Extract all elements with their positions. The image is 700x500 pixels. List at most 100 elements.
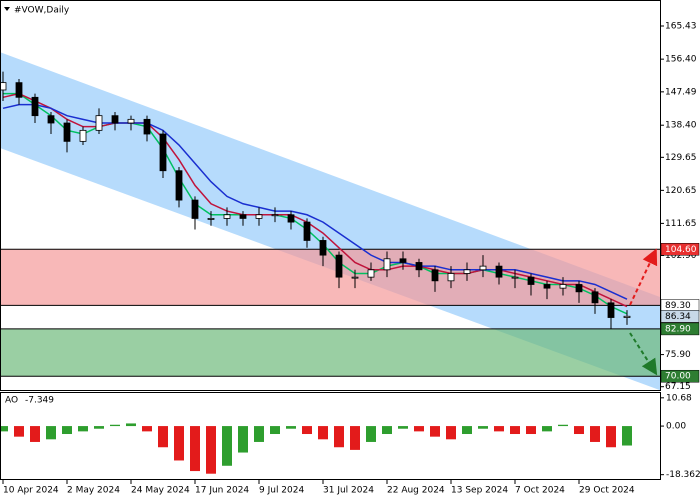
- ao-title: AO: [5, 396, 18, 406]
- candle-body: [175, 170, 183, 201]
- candle-body: [47, 115, 55, 124]
- ao-bar: [190, 426, 200, 472]
- up-arrow: [629, 248, 658, 306]
- ao-bar: [110, 424, 120, 427]
- candle-body: [287, 214, 295, 223]
- candle-body: [431, 269, 439, 282]
- candle-body: [63, 122, 71, 142]
- candle-body: [239, 214, 247, 219]
- candle-body: [191, 199, 199, 219]
- ao-bar: [0, 426, 8, 432]
- ao-bar: [46, 426, 56, 440]
- y-tick-label: 156.40: [665, 55, 697, 65]
- menu-icon[interactable]: [4, 7, 10, 11]
- candle-body: [463, 269, 471, 274]
- candle-body: [159, 133, 167, 172]
- y-tick-label: 75.90: [665, 350, 691, 360]
- ao-bar: [350, 426, 360, 450]
- ao-bar: [430, 426, 440, 437]
- y-tick-label: 120.65: [665, 186, 697, 196]
- candle-body: [95, 115, 103, 131]
- ao-bar: [126, 423, 136, 427]
- ao-bar: [366, 426, 376, 442]
- y-tick-label: 111.65: [665, 219, 697, 229]
- ao-bar: [622, 426, 632, 446]
- candle-body: [495, 265, 503, 278]
- chart-title: #VOW,Daily: [14, 6, 70, 16]
- candle-body: [271, 214, 279, 217]
- y-tick-label: 129.65: [665, 153, 697, 163]
- x-tick-label: 2 May 2024: [67, 486, 120, 496]
- ao-bar: [590, 426, 600, 442]
- moving-average: [2, 103, 628, 300]
- x-tick-label: 10 Apr 2024: [3, 486, 59, 496]
- ao-bar: [574, 426, 584, 435]
- ao-bar: [270, 426, 280, 435]
- overlay: [629, 248, 658, 376]
- ao-bar: [174, 426, 184, 461]
- ao-bar: [158, 426, 168, 448]
- y-tick-label: 147.49: [665, 87, 697, 97]
- candle-body: [607, 302, 615, 318]
- ao-bar: [446, 426, 456, 440]
- x-tick-label: 24 May 2024: [131, 486, 190, 496]
- y-tick-label: 0.00: [666, 422, 686, 432]
- ao-value: -7.349: [25, 396, 54, 406]
- ao-bar: [302, 426, 312, 435]
- price-pane: [0, 52, 660, 390]
- candle-body: [143, 118, 151, 135]
- candle-body: [447, 273, 455, 282]
- candle-body: [527, 276, 535, 285]
- candle-body: [367, 269, 375, 278]
- candle-body: [223, 214, 231, 219]
- candle-body: [591, 291, 599, 304]
- ao-bar: [206, 426, 216, 474]
- price-label: 86.34: [665, 312, 691, 322]
- ao-bar: [606, 426, 616, 448]
- ao-bar: [526, 426, 536, 435]
- candle-body: [255, 214, 263, 219]
- price-label: 104.60: [665, 245, 697, 255]
- candle-body: [351, 276, 359, 279]
- ao-bar: [238, 426, 248, 453]
- y-tick-label: 138.40: [665, 121, 697, 131]
- ao-bar: [542, 426, 552, 432]
- x-tick-label: 7 Oct 2024: [515, 486, 565, 496]
- ao-bar: [62, 426, 72, 435]
- candle-body: [399, 258, 407, 263]
- price-label: 70.00: [665, 372, 691, 382]
- ao-bar: [334, 426, 344, 448]
- ao-bar: [142, 426, 152, 432]
- candle-body: [335, 254, 343, 278]
- ao-bar: [414, 426, 424, 432]
- ao-bar: [398, 426, 408, 429]
- ao-bar: [510, 426, 520, 435]
- y-tick-label: 102.90: [665, 251, 697, 261]
- candle-body: [511, 276, 519, 279]
- x-tick-label: 9 Jul 2024: [259, 486, 304, 496]
- candle-body: [0, 82, 7, 91]
- candle-body: [415, 262, 423, 271]
- ao-frame: [0, 392, 661, 480]
- candle-body: [543, 284, 551, 289]
- ao-bar: [382, 426, 392, 435]
- x-tick-label: 22 Aug 2024: [387, 486, 445, 496]
- price-zone: [0, 328, 660, 377]
- price-zone: [0, 249, 660, 306]
- ao-bar: [286, 426, 296, 429]
- y-tick-label: -18.362: [666, 470, 700, 480]
- ao-bar: [462, 426, 472, 435]
- ao-bar: [222, 426, 232, 466]
- ao-bar: [14, 426, 24, 437]
- candle-body: [31, 96, 39, 117]
- x-tick-label: 31 Jul 2024: [323, 486, 374, 496]
- candle-body: [207, 218, 215, 220]
- y-tick-label: 165.43: [665, 22, 697, 32]
- x-tick-label: 13 Sep 2024: [451, 486, 508, 496]
- price-frame: [0, 0, 661, 391]
- ao-bar: [558, 424, 568, 427]
- down-arrow: [629, 332, 658, 376]
- y-tick-label: 10.68: [666, 393, 692, 403]
- ao-bar: [478, 426, 488, 429]
